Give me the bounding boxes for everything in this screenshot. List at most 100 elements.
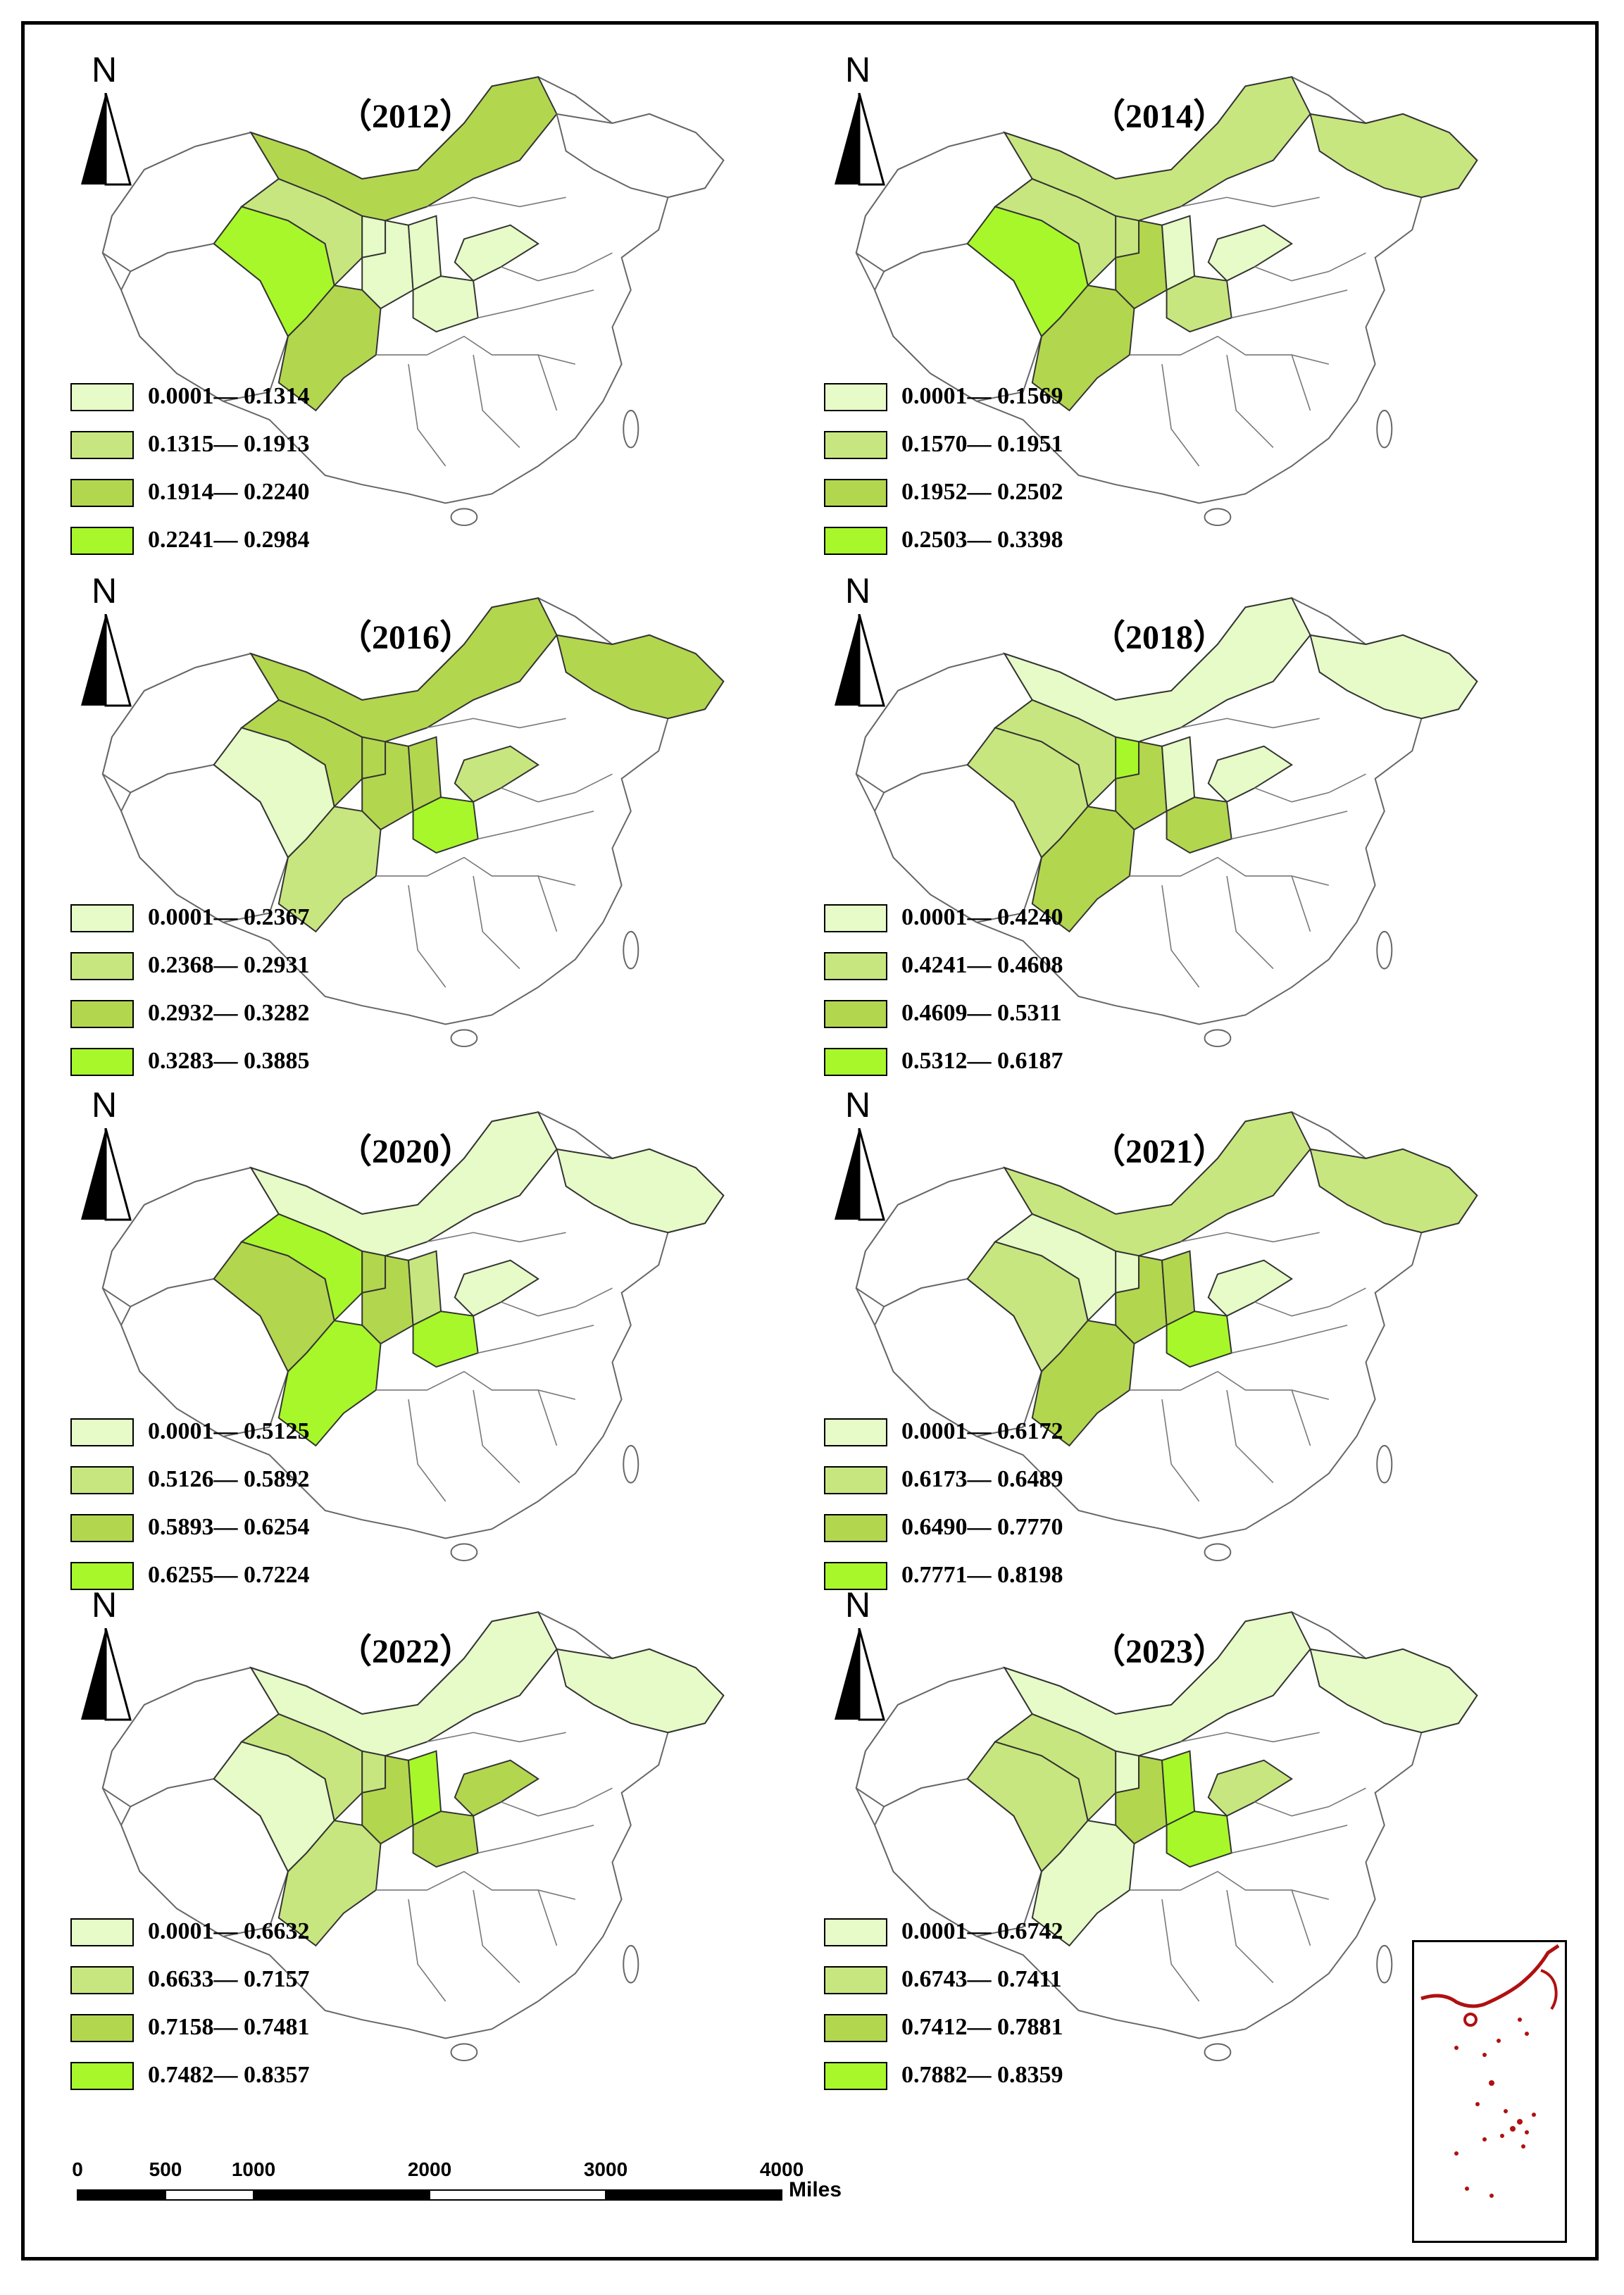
legend-entry: 0.0001— 0.1569 — [824, 380, 1120, 428]
legend-range-label: 0.6743— 0.7411 — [901, 1966, 1062, 1992]
north-arrow-label: N — [92, 571, 118, 611]
province-border — [473, 1389, 520, 1484]
scale-tick-label: 500 — [149, 2158, 182, 2180]
province-border — [501, 252, 613, 282]
province-border — [375, 1870, 576, 1900]
province-border — [375, 335, 576, 365]
north-arrow-icon — [81, 1628, 132, 1721]
legend-entry: 0.2241— 0.2984 — [70, 524, 366, 572]
province-border — [1231, 811, 1348, 840]
legend-entry: 0.1315— 0.1913 — [70, 428, 366, 476]
legend-entry: 0.7882— 0.8359 — [824, 2059, 1120, 2107]
legend-swatch — [824, 1000, 887, 1028]
island-taiwan — [1376, 1444, 1393, 1484]
legend-swatch — [70, 1918, 134, 1946]
legend-range-label: 0.1952— 0.2502 — [901, 479, 1063, 505]
province-border — [427, 1232, 566, 1243]
province-border — [473, 354, 520, 449]
province-border — [537, 875, 558, 932]
province-border — [477, 811, 594, 840]
province-tibet — [874, 242, 1043, 402]
province-border — [1291, 354, 1311, 411]
province-sichuan — [1031, 284, 1135, 412]
panel-year-title: （2012） — [338, 98, 474, 135]
province-heilongjiang — [556, 634, 725, 720]
island-hainan — [1204, 1543, 1232, 1562]
province-border — [375, 1370, 576, 1400]
legend-swatch — [70, 1966, 134, 1994]
legend-range-label: 0.0001— 0.4240 — [901, 904, 1063, 930]
province-neimenggu — [1003, 1111, 1311, 1257]
province-border — [1129, 1370, 1330, 1400]
province-border — [537, 1889, 558, 1946]
island-taiwan — [623, 930, 639, 970]
province-border — [1161, 1899, 1200, 2002]
scale-tick-label: 2000 — [407, 2158, 452, 2180]
legend-swatch — [70, 479, 134, 507]
legend-entry: 0.5893— 0.6254 — [70, 1511, 366, 1559]
north-arrow-label: N — [92, 1585, 118, 1625]
province-border — [1291, 875, 1311, 932]
legend-swatch — [824, 1418, 887, 1446]
scale-tick-label: 0 — [72, 2158, 83, 2180]
north-arrow-icon — [81, 93, 132, 186]
legend-range-label: 0.7158— 0.7481 — [148, 2014, 310, 2040]
province-sichuan — [277, 806, 382, 933]
province-neimenggu — [249, 76, 558, 222]
legend-range-label: 0.5312— 0.6187 — [901, 1048, 1063, 1074]
legend-range-label: 0.2932— 0.3282 — [148, 1000, 310, 1026]
map-panel: N （2020） 0.0001— 0.5125 0.5126— 0.5892 0.589… — [42, 1063, 827, 1590]
province-neimenggu — [249, 1111, 558, 1257]
legend-range-label: 0.4609— 0.5311 — [901, 1000, 1062, 1026]
scale-bar-segment — [429, 2189, 606, 2201]
province-border — [1180, 1732, 1320, 1743]
legend-range-label: 0.7771— 0.8198 — [901, 1562, 1063, 1588]
province-map — [101, 76, 725, 527]
legend-entry: 0.0001— 0.2367 — [70, 901, 366, 949]
north-arrow: N — [831, 570, 894, 711]
legend-range-label: 0.2368— 0.2931 — [148, 952, 310, 978]
north-arrow-icon — [81, 614, 132, 707]
province-map — [855, 76, 1478, 527]
province-border — [408, 1399, 446, 1502]
legend-swatch — [70, 1418, 134, 1446]
province-ningxia — [361, 1250, 387, 1294]
legend-range-label: 0.1914— 0.2240 — [148, 479, 310, 505]
province-map — [101, 597, 725, 1048]
legend-swatch — [70, 952, 134, 980]
legend-swatch — [70, 383, 134, 411]
legend: 0.0001— 0.2367 0.2368— 0.2931 0.2932— 0.32… — [70, 901, 366, 1093]
legend-swatch — [70, 1000, 134, 1028]
province-border — [1180, 718, 1320, 729]
legend-entry: 0.5312— 0.6187 — [824, 1045, 1120, 1093]
province-border — [408, 884, 446, 988]
province-tibet — [874, 1777, 1043, 1937]
province-border — [1291, 1889, 1311, 1946]
legend-range-label: 0.4241— 0.4608 — [901, 952, 1063, 978]
legend-range-label: 0.0001— 0.6632 — [148, 1918, 310, 1944]
legend-range-label: 0.7412— 0.7881 — [901, 2014, 1063, 2040]
north-arrow: N — [77, 1084, 141, 1225]
scale-bar-segment — [165, 2189, 254, 2201]
province-shandong — [454, 745, 540, 803]
legend-entry: 0.6490— 0.7770 — [824, 1511, 1120, 1559]
province-border — [501, 773, 613, 803]
province-neimenggu — [249, 597, 558, 743]
province-ningxia — [1115, 215, 1140, 258]
north-arrow-label: N — [92, 1085, 118, 1125]
island-hainan — [450, 508, 478, 527]
map-frame — [21, 21, 1599, 2260]
legend-entry: 0.5126— 0.5892 — [70, 1463, 366, 1511]
panel-year-title: （2020） — [338, 1133, 474, 1170]
province-border — [473, 875, 520, 970]
province-border — [427, 718, 566, 729]
province-border — [1180, 196, 1320, 208]
legend-entry: 0.2368— 0.2931 — [70, 949, 366, 997]
island-hainan — [450, 1029, 478, 1048]
province-neimenggu — [1003, 597, 1311, 743]
province-border — [1226, 1889, 1274, 1984]
province-border — [1161, 884, 1200, 988]
province-shandong — [454, 224, 540, 282]
island-hainan — [450, 1543, 478, 1562]
province-border — [427, 196, 566, 208]
